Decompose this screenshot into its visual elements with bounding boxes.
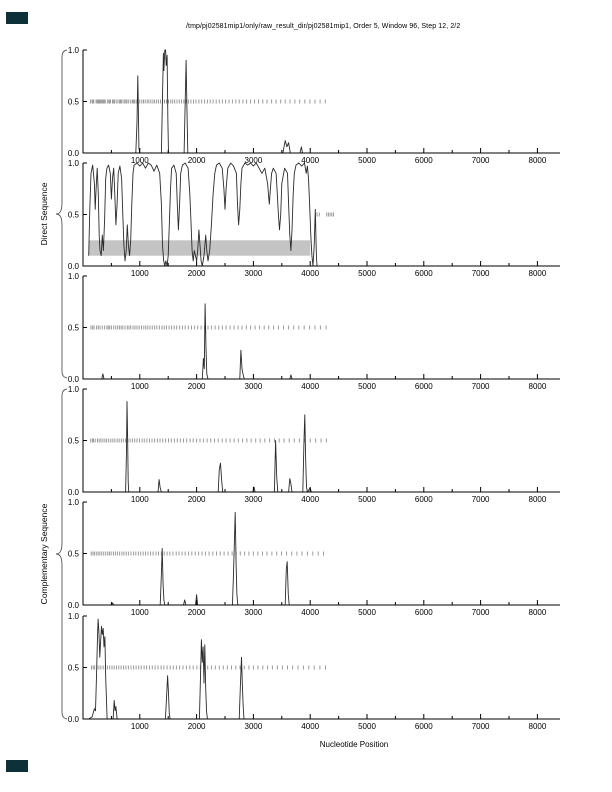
probability-trace	[88, 162, 318, 267]
x-tick-label: 3000	[245, 156, 263, 165]
x-tick-label: 2000	[188, 495, 206, 504]
probability-trace	[88, 400, 328, 493]
page-corner-mark-top	[6, 12, 28, 24]
y-tick-label: 0.5	[68, 324, 80, 333]
x-tick-label: 1000	[131, 722, 149, 731]
x-tick-label: 7000	[472, 722, 490, 731]
y-group-label-direct: Direct Sequence	[39, 182, 49, 246]
x-tick-label: 4000	[301, 269, 319, 278]
x-tick-label: 6000	[415, 722, 433, 731]
y-tick-label: 0.5	[68, 211, 80, 220]
x-tick-label: 5000	[358, 608, 376, 617]
y-tick-label: 0.5	[68, 437, 80, 446]
y-tick-label: 0.0	[68, 601, 80, 610]
x-tick-label: 6000	[415, 156, 433, 165]
x-tick-label: 6000	[415, 382, 433, 391]
x-tick-label: 8000	[529, 722, 547, 731]
x-tick-label: 5000	[358, 382, 376, 391]
x-tick-label: 4000	[301, 608, 319, 617]
x-tick-label: 8000	[529, 495, 547, 504]
x-tick-label: 7000	[472, 608, 490, 617]
x-tick-label: 5000	[358, 722, 376, 731]
y-tick-label: 0.0	[68, 715, 80, 724]
y-tick-label: 0.0	[68, 149, 80, 158]
y-tick-label: 1.0	[68, 385, 80, 394]
x-tick-label: 6000	[415, 269, 433, 278]
x-tick-label: 3000	[245, 722, 263, 731]
y-tick-label: 0.0	[68, 262, 80, 271]
group-brace	[55, 49, 68, 379]
x-tick-label: 3000	[245, 608, 263, 617]
probability-trace	[88, 511, 325, 606]
x-tick-label: 5000	[358, 495, 376, 504]
x-tick-label: 1000	[131, 382, 149, 391]
x-axis-label: Nucleotide Position	[319, 740, 389, 749]
x-tick-label: 8000	[529, 269, 547, 278]
x-tick-label: 1000	[131, 608, 149, 617]
x-tick-label: 7000	[472, 269, 490, 278]
x-tick-label: 7000	[472, 495, 490, 504]
x-tick-label: 4000	[301, 495, 319, 504]
y-group-label-complementary: Complementary Sequence	[39, 503, 49, 605]
x-tick-label: 3000	[245, 269, 263, 278]
x-tick-label: 2000	[188, 382, 206, 391]
y-tick-label: 1.0	[68, 272, 80, 281]
x-tick-label: 4000	[301, 156, 319, 165]
y-tick-label: 1.0	[68, 159, 80, 168]
x-tick-label: 2000	[188, 156, 206, 165]
panel-axes	[82, 502, 560, 606]
y-tick-label: 1.0	[68, 46, 80, 55]
x-tick-label: 8000	[529, 608, 547, 617]
y-tick-label: 0.5	[68, 98, 80, 107]
y-tick-label: 0.5	[68, 550, 80, 559]
y-tick-label: 1.0	[68, 612, 80, 621]
coding-region-band	[88, 240, 311, 256]
x-tick-label: 1000	[131, 156, 149, 165]
x-tick-label: 2000	[188, 608, 206, 617]
x-tick-label: 6000	[415, 608, 433, 617]
x-tick-label: 5000	[358, 269, 376, 278]
panel-axes	[82, 616, 560, 720]
y-tick-label: 0.0	[68, 488, 80, 497]
x-tick-label: 8000	[529, 382, 547, 391]
probability-trace	[88, 49, 328, 154]
x-tick-label: 3000	[245, 495, 263, 504]
x-tick-label: 8000	[529, 156, 547, 165]
x-tick-label: 1000	[131, 269, 149, 278]
probability-trace	[88, 303, 328, 380]
x-tick-label: 4000	[301, 382, 319, 391]
x-tick-label: 3000	[245, 382, 263, 391]
y-tick-label: 1.0	[68, 498, 80, 507]
page-corner-mark-bottom	[6, 760, 28, 772]
x-tick-label: 1000	[131, 495, 149, 504]
x-tick-label: 2000	[188, 269, 206, 278]
x-tick-label: 6000	[415, 495, 433, 504]
x-tick-label: 5000	[358, 156, 376, 165]
y-tick-label: 0.5	[68, 664, 80, 673]
chart-title: /tmp/pj02581mip1/only/raw_result_dir/pj0…	[186, 23, 461, 30]
group-brace	[55, 388, 68, 720]
x-tick-label: 4000	[301, 722, 319, 731]
x-tick-label: 2000	[188, 722, 206, 731]
y-tick-label: 0.0	[68, 375, 80, 384]
x-tick-label: 7000	[472, 156, 490, 165]
x-tick-label: 7000	[472, 382, 490, 391]
